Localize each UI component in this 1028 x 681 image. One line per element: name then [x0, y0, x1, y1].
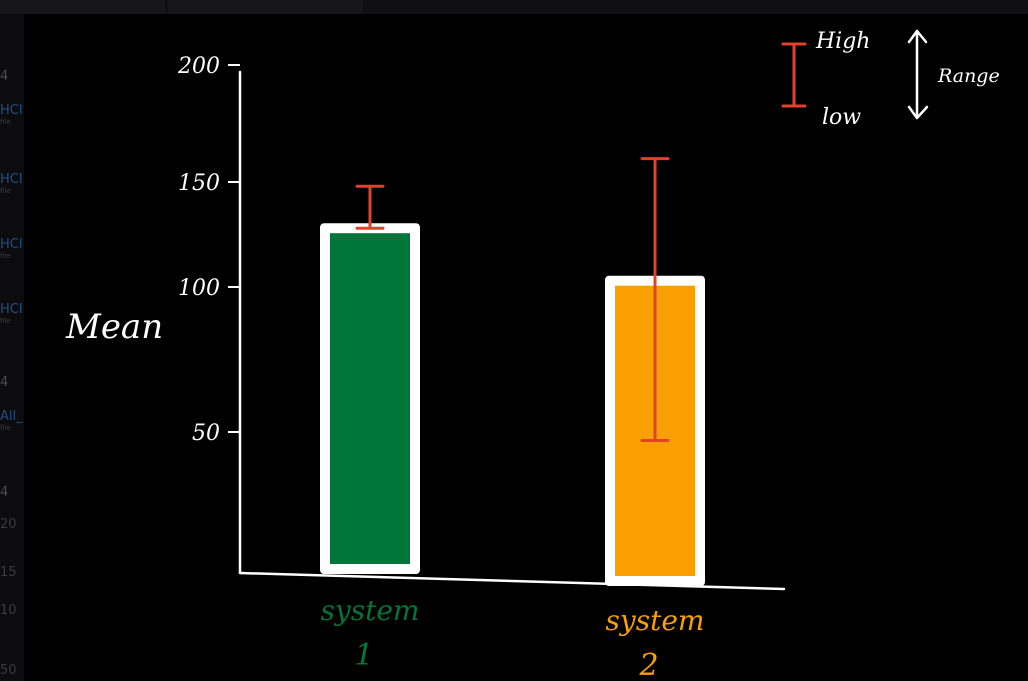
x-tick-label: system [321, 594, 420, 627]
chart-legend: High low Range [783, 29, 1000, 130]
legend-error-bar-icon [783, 44, 805, 106]
x-tick-label-number: 1 [354, 638, 373, 673]
legend-low-label: low [822, 105, 861, 130]
y-ticks: 200 150 100 50 [177, 54, 240, 446]
legend-high-label: High [815, 29, 870, 54]
bars [320, 223, 705, 586]
y-axis-label: Mean [65, 307, 163, 347]
legend-range-arrow-icon [909, 31, 927, 118]
bar [330, 233, 410, 564]
x-tick-label-number: 2 [638, 648, 658, 681]
y-tick-label: 50 [192, 421, 220, 446]
y-tick-label: 200 [177, 54, 220, 79]
error-bar [357, 186, 383, 228]
y-tick-label: 150 [178, 171, 220, 196]
legend-range-label: Range [937, 65, 1000, 87]
y-tick-label: 100 [178, 276, 220, 301]
x-tick-labels: system 1 system 2 [321, 594, 705, 681]
x-tick-label: system [606, 604, 705, 637]
